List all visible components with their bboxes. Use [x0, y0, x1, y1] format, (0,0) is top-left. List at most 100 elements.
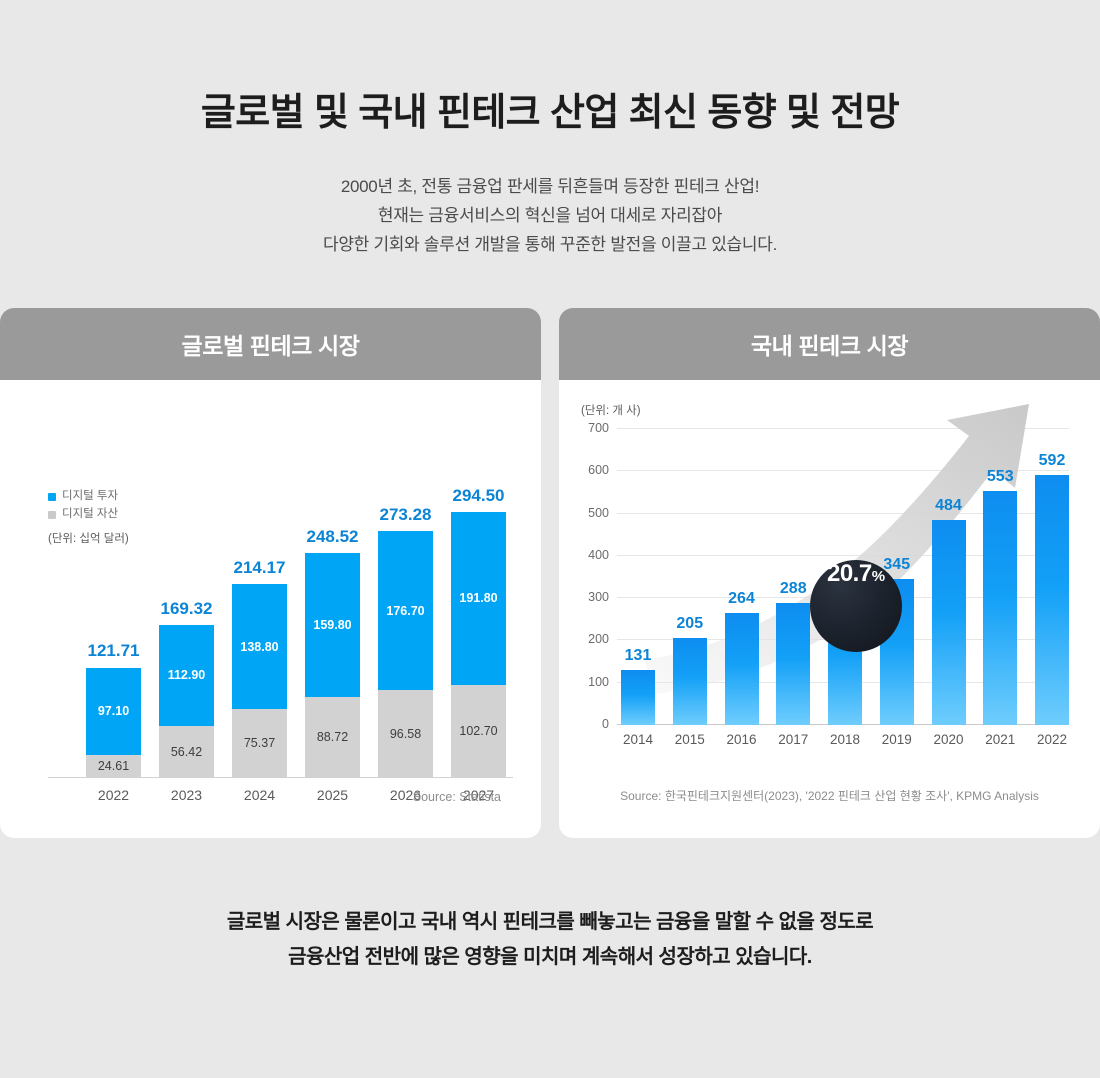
global-x-label: 2022 [97, 787, 130, 803]
page-title: 글로벌 및 국내 핀테크 산업 최신 동향 및 전망 [200, 92, 900, 134]
global-bar-total-label: 121.71 [87, 641, 140, 661]
domestic-bar [1035, 474, 1069, 725]
global-bar-segment-digital-assets: 75.37 [232, 709, 287, 777]
global-bar-total-label: 294.50 [452, 486, 505, 505]
global-card-body: 디지털 투자 디지털 자산 (단위: 십억 달러) 121.71 97.10 24.… [0, 380, 541, 838]
global-bar-segment-digital-assets: 24.61 [86, 754, 141, 777]
domestic-y-tick-label: 500 [588, 505, 609, 520]
global-chart-plot: 121.71 97.10 24.61 169.32 112.90 56.42 214.17 1… [48, 420, 513, 808]
domestic-bar [621, 669, 655, 725]
domestic-x-label: 2017 [778, 732, 809, 747]
domestic-bar-value-label: 345 [883, 556, 911, 574]
global-bar-total-label: 248.52 [306, 527, 359, 547]
footer-line-2: 금융산업 전반에 많은 영향을 미치며 계속해서 성장하고 있습니다. [288, 946, 812, 968]
domestic-bar-column: 288 [776, 428, 811, 725]
legend-item-digital-investment: 디지털 투자 [48, 488, 118, 506]
global-bar-column: 248.52 159.80 88.72 [305, 527, 360, 777]
legend-swatch-icon-blue [48, 492, 56, 501]
domestic-y-tick-label: 200 [588, 632, 609, 647]
global-chart-bars: 121.71 97.10 24.61 169.32 112.90 56.42 214.17 1… [86, 477, 506, 777]
domestic-unit-note: (단위: 개 사) [581, 405, 641, 417]
global-bar-column: 294.50 191.80 102.70 [451, 486, 506, 777]
global-bar-segment-digital-investment: 138.80 [232, 584, 287, 710]
domestic-y-tick-label: 600 [588, 463, 609, 478]
domestic-x-label: 2022 [1036, 732, 1068, 747]
domestic-bar-value-label: 553 [986, 468, 1014, 486]
global-bar-column: 169.32 112.90 56.42 [159, 599, 214, 777]
domestic-y-tick-label: 700 [588, 421, 609, 435]
hero-subtitle-line-1: 2000년 초, 전통 금융업 판세를 뒤흔들며 등장한 핀테크 산업! [340, 177, 760, 196]
domestic-chart-x-axis-labels: 2014 2015 2016 2017 2018 2019 2020 2021 2022 [621, 732, 1069, 747]
legend-label-digital-investment: 디지털 투자 [62, 490, 119, 502]
global-x-label: 2023 [170, 787, 203, 803]
global-bar-segment-digital-investment: 191.80 [451, 512, 506, 685]
domestic-x-label: 2014 [622, 732, 654, 747]
domestic-bar-column: 131 [621, 428, 655, 725]
hero-subtitle-line-2: 현재는 금융서비스의 혁신을 넘어 대세로 자리잡아 [377, 206, 723, 226]
domestic-bar-value-label: 264 [728, 590, 755, 608]
global-card-header: 글로벌 핀테크 시장 [0, 308, 541, 380]
global-bar-column: 273.28 176.70 96.58 [378, 505, 433, 777]
domestic-chart-plot: (단위: 개 사) 700 600 500 400 300 200 100 0 [581, 402, 1081, 802]
legend-item-digital-assets: 디지털 자산 [48, 506, 118, 524]
cagr-badge-value: 20.7 [826, 560, 872, 587]
domestic-y-tick-label: 300 [588, 590, 609, 605]
domestic-x-label: 2021 [985, 732, 1016, 747]
global-chart-baseline [48, 777, 513, 778]
global-bar-segment-digital-investment: 112.90 [159, 624, 214, 727]
global-fintech-market-card: 글로벌 핀테크 시장 디지털 투자 디지털 자산 (단위: 십억 달러) 121… [0, 308, 541, 838]
domestic-bar-column: 484 [931, 428, 966, 725]
global-unit-note: (단위: 십억 달러) [48, 533, 129, 545]
global-x-label: 2025 [316, 787, 349, 803]
domestic-bar-column: 553 [983, 428, 1018, 725]
global-bar-segment-digital-assets: 88.72 [305, 697, 360, 777]
domestic-y-tick-label: 0 [602, 717, 609, 731]
global-bar-total-label: 214.17 [233, 558, 286, 578]
global-bar-total-label: 169.32 [160, 598, 213, 618]
domestic-card-title: 국내 핀테크 시장 [750, 333, 909, 359]
domestic-bar-value-label: 592 [1038, 451, 1066, 469]
domestic-bar-value-label: 288 [779, 580, 807, 598]
domestic-bar [931, 520, 966, 725]
global-bar-segment-digital-investment: 176.70 [378, 531, 433, 691]
global-card-title: 글로벌 핀테크 시장 [181, 333, 360, 359]
global-x-label: 2026 [389, 787, 422, 803]
domestic-y-tick-label: 100 [588, 674, 609, 689]
legend: 디지털 투자 디지털 자산 [48, 488, 118, 524]
global-bar-column: 121.71 97.10 24.61 [86, 641, 141, 777]
global-x-label: 2027 [462, 787, 495, 803]
domestic-chart-source: Source: 한국핀테크지원센터(2023), '2022 핀테크 산업 현황… [620, 789, 1039, 803]
domestic-x-label: 2015 [674, 732, 705, 747]
global-chart-x-axis-labels: 2022 2023 2024 2025 2026 2027 [86, 782, 506, 808]
cagr-badge: 20.7% [810, 560, 902, 652]
domestic-x-label: 2020 [933, 732, 964, 747]
global-bar-segment-digital-assets: 102.70 [451, 684, 506, 777]
global-chart-source: Source: Statista [412, 790, 501, 804]
domestic-bar [724, 613, 759, 725]
global-bar-segment-digital-investment: 97.10 [86, 667, 141, 755]
domestic-x-label: 2018 [829, 732, 861, 747]
global-bar-column: 214.17 138.80 75.37 [232, 558, 287, 777]
global-bar-segment-digital-assets: 96.58 [378, 690, 433, 777]
domestic-bar [672, 638, 707, 725]
footer-summary: 글로벌 시장은 물론이고 국내 역시 핀테크를 빼놓고는 금융을 말할 수 없을… [0, 905, 1100, 975]
domestic-bar-value-label: 205 [676, 615, 704, 633]
global-bar-segment-digital-investment: 159.80 [305, 553, 360, 698]
domestic-bar-column: 205 [672, 428, 707, 725]
hero-subtitle: 2000년 초, 전통 금융업 판세를 뒤흔들며 등장한 핀테크 산업! 현재는… [0, 172, 1100, 260]
global-bar-total-label: 273.28 [379, 505, 432, 525]
domestic-y-tick-label: 400 [588, 547, 609, 562]
domestic-chart-bars: 131205264288303345484553592 [621, 428, 1069, 725]
domestic-card-body: (단위: 개 사) 700 600 500 400 300 200 100 0 [559, 380, 1100, 838]
domestic-x-label: 2016 [726, 732, 757, 747]
global-bar-segment-digital-assets: 56.42 [159, 726, 214, 777]
domestic-bar-column: 264 [724, 428, 759, 725]
global-x-label: 2024 [243, 787, 276, 803]
domestic-x-label: 2019 [881, 732, 912, 747]
domestic-bar-value-label: 131 [624, 646, 652, 664]
domestic-card-header: 국내 핀테크 시장 [559, 308, 1100, 380]
domestic-bar-column: 592 [1035, 428, 1069, 725]
domestic-bar [776, 603, 811, 725]
hero-subtitle-line-3: 다양한 기회와 솔루션 개발을 통해 꾸준한 발전을 이끌고 있습니다. [323, 235, 777, 255]
